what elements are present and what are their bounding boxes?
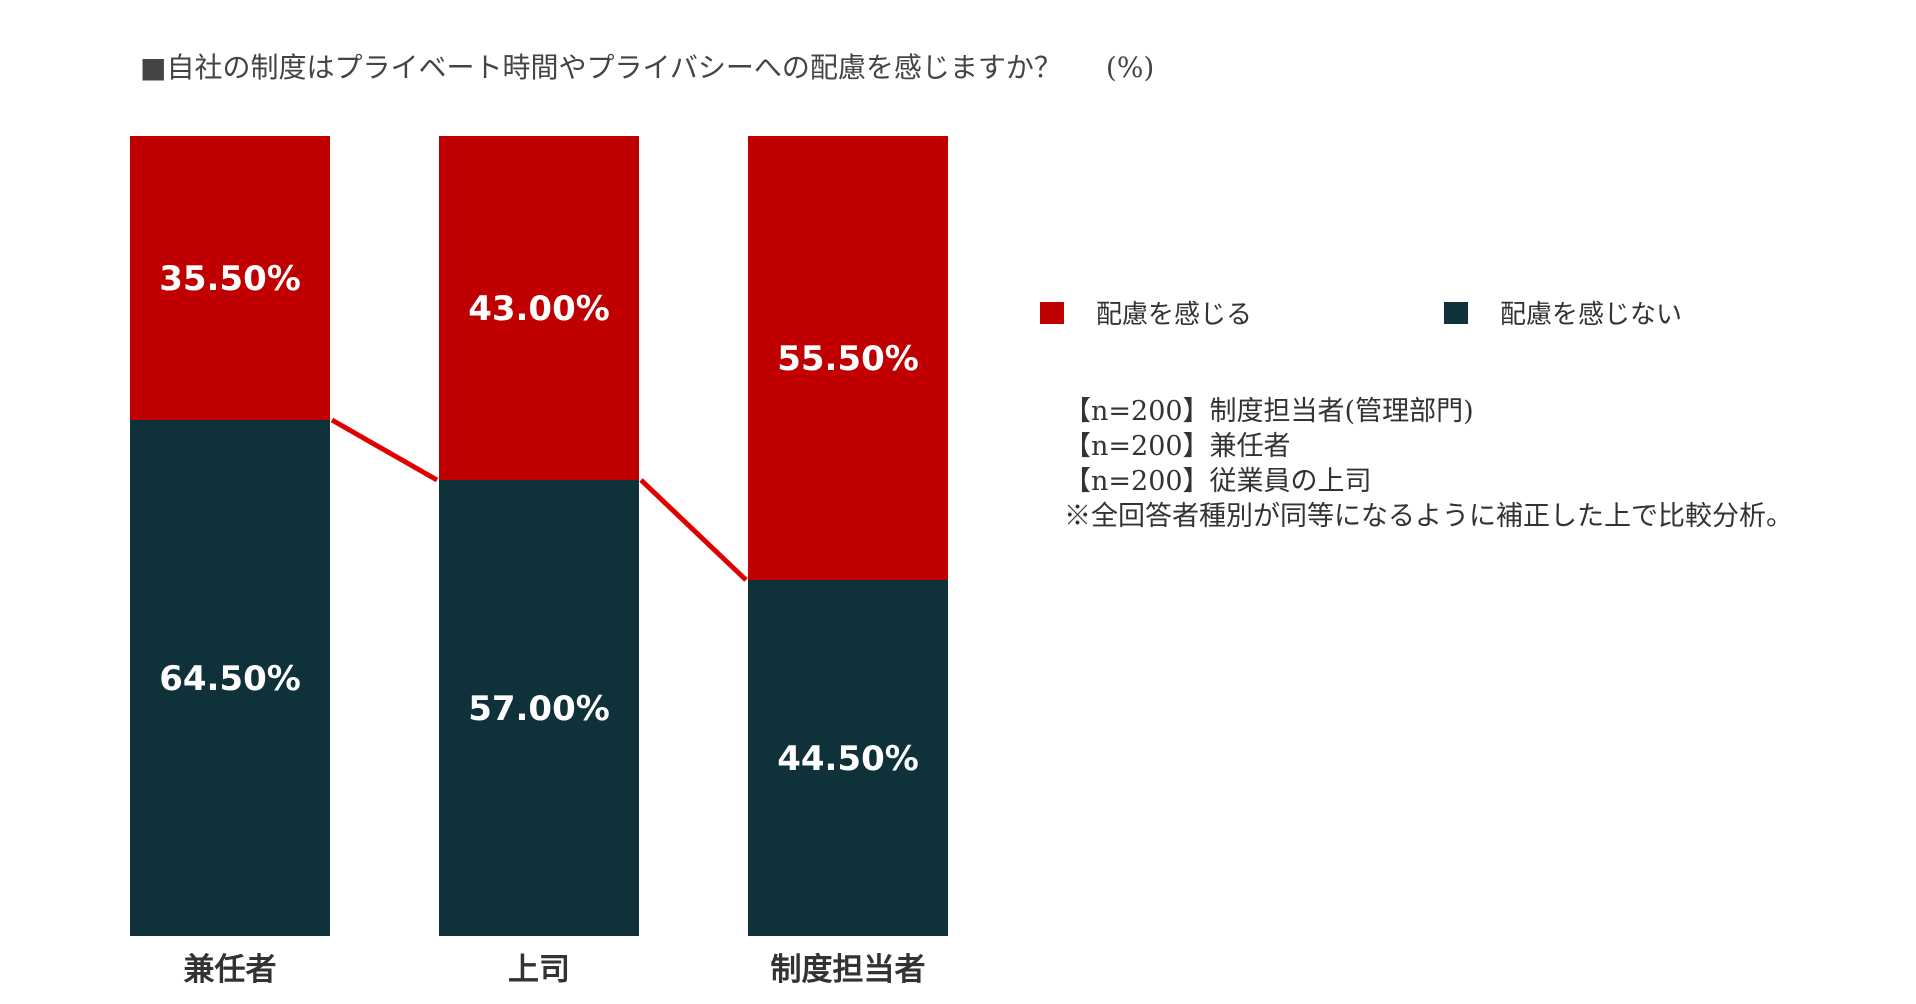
legend-swatch-feel: [1040, 301, 1064, 324]
connector-line-1: [330, 417, 439, 483]
bar-feel-1: [130, 136, 330, 420]
note-line-2: 【n=200】兼任者: [1064, 431, 1291, 462]
legend-swatch-not-feel: [1444, 301, 1468, 324]
bar-feel-3: [748, 136, 948, 580]
bar-not-feel-1: [130, 420, 330, 936]
data-label-feel-3: 55.50%: [777, 339, 919, 379]
legend-label-feel: 配慮を感じる: [1096, 300, 1253, 330]
chart-unit: (%): [1105, 51, 1155, 84]
legend-item-not-feel: 配慮を感じない: [1444, 294, 1848, 331]
bar-not-feel-3: [748, 580, 948, 936]
category-label-3: 制度担当者: [771, 952, 926, 988]
data-label-not-feel-2: 57.00%: [468, 689, 610, 729]
note-line-1: 【n=200】制度担当者(管理部門): [1064, 396, 1474, 427]
data-label-not-feel-3: 44.50%: [777, 739, 919, 779]
legend: 配慮を感じる 配慮を感じない: [1040, 294, 1848, 331]
bar-feel-2: [439, 136, 639, 480]
data-label-feel-2: 43.00%: [468, 289, 610, 329]
legend-item-feel: 配慮を感じる: [1040, 294, 1444, 331]
connector-line-2: [639, 478, 748, 582]
bar-not-feel-2: [439, 480, 639, 936]
chart-title: ■自社の制度はプライベート時間やプライバシーへの配慮を感じますか？ (%): [140, 46, 1154, 86]
chart-title-text: ■自社の制度はプライベート時間やプライバシーへの配慮を感じますか？: [140, 51, 1062, 84]
data-label-feel-1: 35.50%: [159, 259, 301, 299]
note-line-4: ※全回答者種別が同等になるように補正した上で比較分析。: [1064, 501, 1793, 532]
legend-label-not-feel: 配慮を感じない: [1500, 300, 1683, 330]
data-label-not-feel-1: 64.50%: [159, 659, 301, 699]
note-line-3: 【n=200】従業員の上司: [1064, 466, 1372, 497]
category-label-2: 上司: [508, 952, 570, 988]
category-label-1: 兼任者: [184, 952, 277, 988]
sample-notes: 【n=200】制度担当者(管理部門) 【n=200】兼任者 【n=200】従業員…: [1064, 394, 1793, 534]
stacked-bar-chart: 35.50% 64.50% 兼任者 43.00% 57.00% 上司 55.50% 44.50…: [130, 136, 948, 988]
